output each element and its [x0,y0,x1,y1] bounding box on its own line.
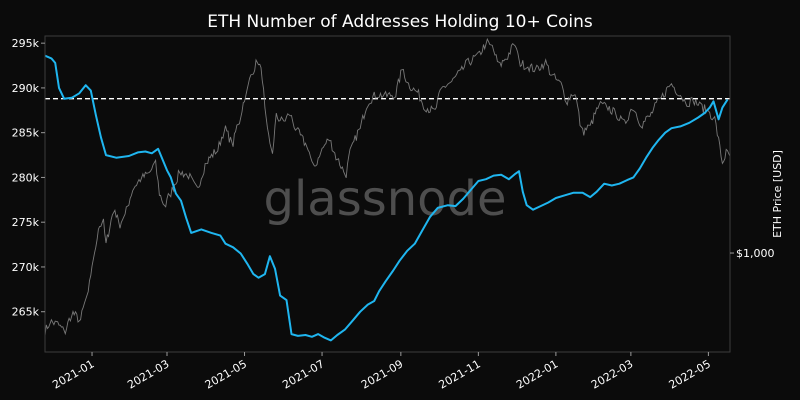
x-tick-label: 2021-05 [203,357,249,391]
y-tick-label: 275k [12,216,40,229]
x-tick-label: 2021-03 [125,357,171,391]
y-tick-label: 290k [12,82,40,95]
right-tick-label: $1,000 [736,247,775,260]
y-tick-label: 295k [12,37,40,50]
y-tick-label: 280k [12,171,40,184]
x-tick-label: 2022-05 [667,357,713,391]
y-tick-label: 265k [12,306,40,319]
x-tick-label: 2021-01 [50,357,96,391]
chart-title: ETH Number of Addresses Holding 10+ Coin… [207,12,593,32]
x-tick-label: 2022-03 [589,357,635,391]
x-tick-label: 2022-01 [514,357,560,391]
x-tick-label: 2021-11 [437,357,483,391]
x-tick-label: 2021-07 [280,357,326,391]
y-tick-label: 285k [12,127,40,140]
x-tick-label: 2021-09 [359,357,405,391]
y-tick-label: 270k [12,261,40,274]
right-axis-title: ETH Price [USD] [771,150,784,238]
watermark: glassnode [263,171,506,227]
